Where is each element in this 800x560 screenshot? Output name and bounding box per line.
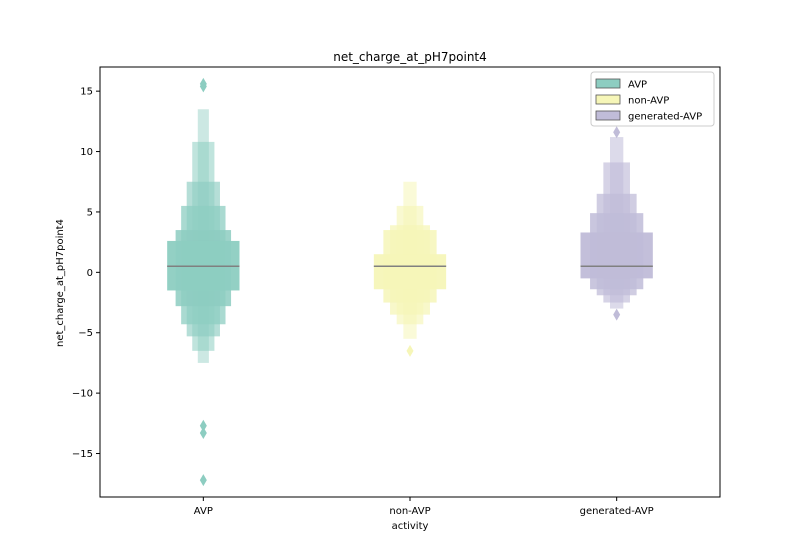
- x-tick-label: generated-AVP: [580, 506, 654, 517]
- outlier-marker: [199, 426, 207, 439]
- legend-label: non-AVP: [628, 96, 669, 107]
- y-tick-label: 15: [80, 87, 93, 98]
- legend: AVP non-AVP generated-AVP: [590, 71, 715, 127]
- legend-swatch: [595, 94, 621, 105]
- boxen-generated-AVP: [580, 126, 653, 321]
- legend-swatch: [595, 110, 621, 121]
- y-tick-label: 10: [80, 147, 93, 158]
- y-tick-label: −5: [78, 328, 93, 339]
- chart-title: net_charge_at_pH7point4: [333, 50, 487, 64]
- y-axis: 15 10 5 0 −5 −10 −15: [72, 87, 100, 460]
- y-tick-label: 0: [87, 268, 93, 279]
- y-tick-label: −15: [72, 449, 93, 460]
- outlier-marker: [613, 126, 621, 139]
- boxen-AVP: [167, 77, 240, 487]
- outlier-marker: [199, 474, 207, 487]
- legend-swatch: [595, 78, 621, 89]
- legend-label: generated-AVP: [628, 112, 702, 123]
- legend-box: [590, 71, 715, 127]
- x-axis: AVP non-AVP generated-AVP: [194, 497, 654, 517]
- outlier-marker: [199, 80, 207, 93]
- outlier-marker: [613, 308, 621, 321]
- outlier-marker: [199, 419, 207, 432]
- x-tick-label: AVP: [194, 506, 213, 517]
- x-axis-label: activity: [392, 521, 429, 532]
- y-tick-label: 5: [87, 207, 93, 218]
- y-axis-label: net_charge_at_pH7point4: [55, 219, 66, 347]
- x-tick-label: non-AVP: [389, 506, 430, 517]
- letter-value-box: [373, 254, 447, 290]
- boxen-non-AVP: [373, 181, 447, 357]
- y-tick-label: −10: [72, 389, 93, 400]
- letter-value-box: [580, 232, 653, 279]
- plot-area: [167, 77, 653, 487]
- outlier-marker: [406, 344, 414, 357]
- legend-label: AVP: [628, 80, 647, 91]
